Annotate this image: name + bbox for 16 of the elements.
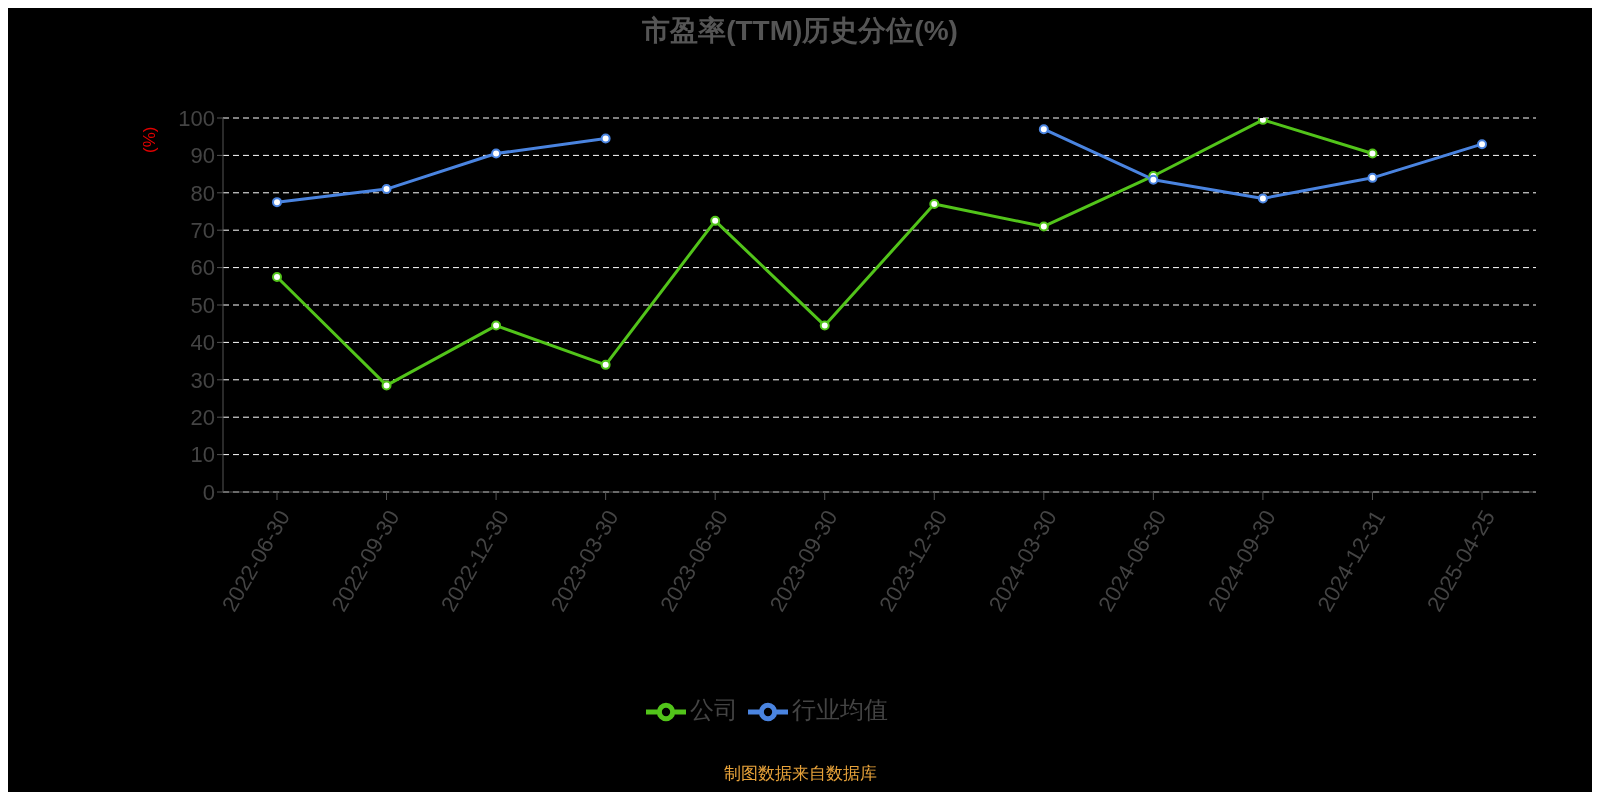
y-tick-label: 40 bbox=[190, 330, 215, 356]
text: 制图数据来自数据库 bbox=[722, 763, 878, 785]
legend-label: 公司 bbox=[690, 696, 738, 724]
y-tick-label: 10 bbox=[190, 442, 215, 468]
y-tick-label: 0 bbox=[202, 479, 215, 505]
y-tick-label: 70 bbox=[190, 218, 215, 244]
y-tick-label: 60 bbox=[190, 255, 215, 281]
y-tick-label: 80 bbox=[190, 180, 215, 206]
y-tick-label: 30 bbox=[190, 367, 215, 393]
chart-title: 市盈率(TTM)历史分位(%) bbox=[641, 14, 959, 48]
y-tick-label: 20 bbox=[190, 405, 215, 431]
y-tick-label: 50 bbox=[190, 292, 215, 318]
legend-label: 行业均值 bbox=[792, 696, 888, 724]
y-tick-label: 90 bbox=[190, 143, 215, 169]
y-axis-title: (%) bbox=[140, 126, 160, 153]
y-tick-label: 100 bbox=[178, 105, 215, 131]
